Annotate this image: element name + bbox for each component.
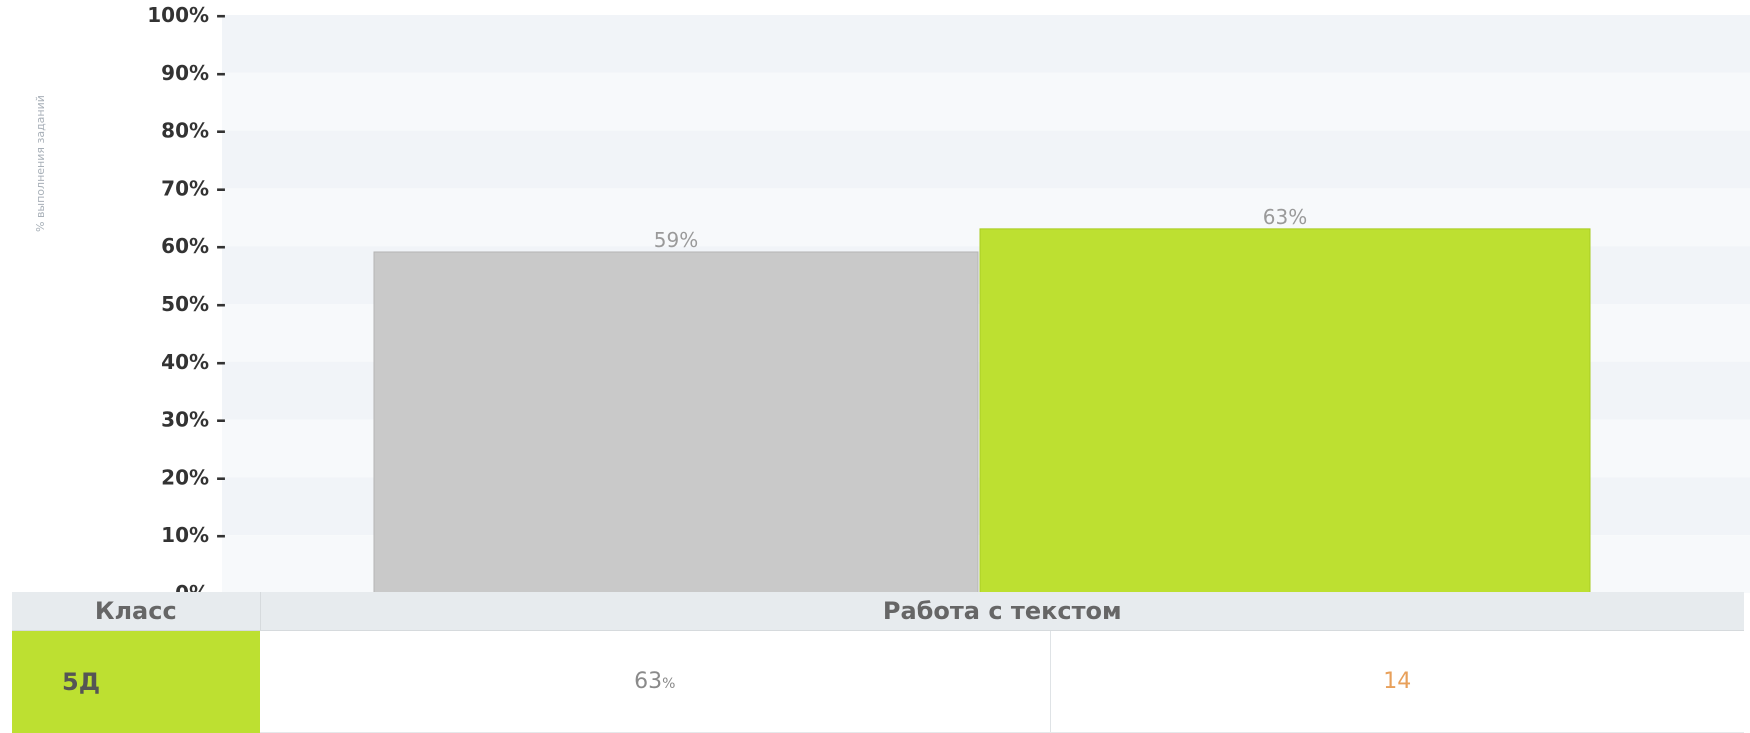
bars: 59% 63% [373,205,1591,594]
y-tick-label: 40% – [161,350,226,374]
y-tick-label: 20% – [161,465,226,489]
y-tick-label: 50% – [161,292,226,316]
y-axis-ticks: 0% –10% –20% –30% –40% –50% –60% –70% –8… [147,3,226,600]
y-axis-label: % выполнения заданий [34,95,47,232]
y-tick-label: 100% – [147,3,226,27]
topic-column-header: Работа с текстом [260,592,1745,631]
y-tick-label: 80% – [161,119,226,143]
percent-cell: 63% [260,630,1051,733]
y-tick-label: 70% – [161,176,226,200]
results-table: Класс Работа с текстом 5Д 63% 14 [12,592,1745,733]
bar-data-label: 59% [654,228,698,252]
grid-band [222,72,1750,131]
y-tick-label: 90% – [161,61,226,85]
table-row: 5Д 63% 14 [12,630,1745,733]
grid-band [222,15,1750,73]
count-cell: 14 [1050,630,1745,733]
class-column-header: Класс [12,592,261,631]
bar-data-label: 63% [1263,205,1307,229]
percent-unit: % [662,676,676,692]
y-tick-label: 30% – [161,408,226,432]
y-tick-label: 60% – [161,234,226,258]
grid-band [222,130,1750,189]
bar-chart: % выполнения заданий 0% –10% –20% –30% –… [34,3,1750,600]
bar [373,251,979,594]
y-tick-label: 10% – [161,523,226,547]
class-name-cell: 5Д [12,630,260,733]
bar [979,228,1591,594]
percent-value: 63 [634,669,663,694]
